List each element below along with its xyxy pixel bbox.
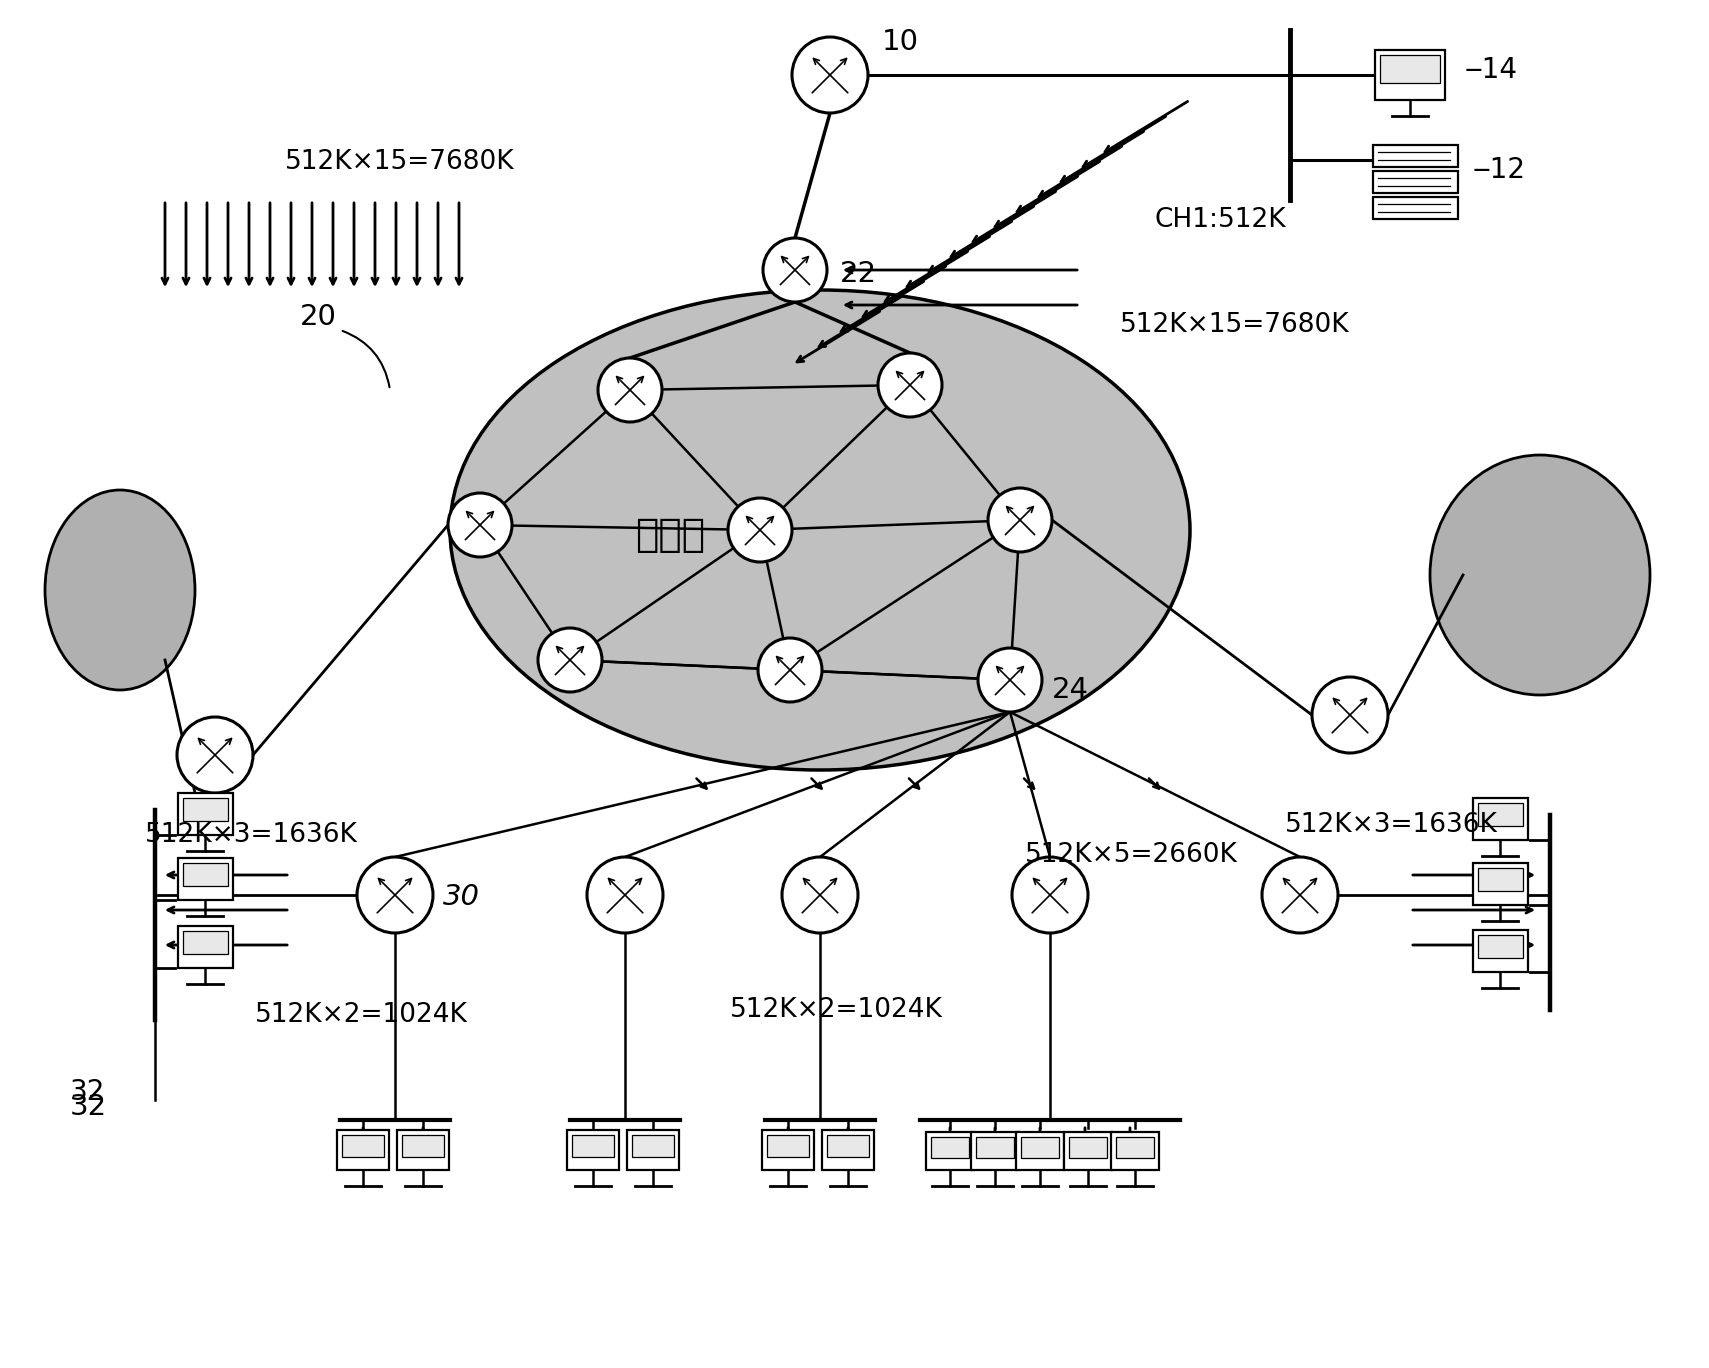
Text: 22: 22 [841, 260, 877, 289]
Bar [337, 1130, 390, 1170]
Bar [767, 1135, 808, 1157]
Text: 20: 20 [301, 302, 337, 331]
Bar [342, 1135, 385, 1157]
Bar [402, 1135, 444, 1157]
Bar [1478, 869, 1523, 891]
Text: ‒12: ‒12 [1473, 156, 1526, 185]
Bar [1111, 1131, 1159, 1170]
Bar [1473, 863, 1528, 906]
Circle shape [791, 37, 868, 114]
Bar [178, 926, 232, 969]
Text: 512K×3=1636K: 512K×3=1636K [1285, 813, 1497, 839]
Text: 512K×15=7680K: 512K×15=7680K [1119, 312, 1350, 338]
Circle shape [1012, 856, 1089, 933]
Bar [822, 1130, 873, 1170]
Circle shape [762, 238, 827, 302]
Bar [931, 1137, 969, 1157]
Bar [1478, 934, 1523, 958]
Bar [573, 1135, 614, 1157]
Bar [1473, 798, 1528, 840]
Bar [827, 1135, 868, 1157]
Text: 32: 32 [70, 1078, 106, 1105]
Text: 24: 24 [1053, 676, 1089, 705]
Circle shape [586, 856, 663, 933]
Ellipse shape [1430, 456, 1649, 695]
Bar [926, 1131, 974, 1170]
Text: 512K×15=7680K: 512K×15=7680K [285, 149, 514, 175]
Bar [762, 1130, 813, 1170]
Bar [1116, 1137, 1154, 1157]
Ellipse shape [44, 490, 195, 689]
Text: 512K×5=2660K: 512K×5=2660K [1025, 841, 1237, 869]
Bar [1070, 1137, 1107, 1157]
Circle shape [357, 856, 432, 933]
Bar [1020, 1137, 1060, 1157]
Bar [178, 858, 232, 900]
Bar [178, 793, 232, 834]
Bar [1372, 171, 1458, 193]
Bar [627, 1130, 678, 1170]
Bar [183, 863, 227, 886]
Circle shape [988, 488, 1053, 553]
Circle shape [759, 637, 822, 702]
Circle shape [878, 353, 942, 417]
Bar [183, 932, 227, 953]
Circle shape [978, 648, 1042, 711]
Ellipse shape [449, 290, 1189, 770]
Bar [1473, 930, 1528, 973]
Circle shape [538, 628, 602, 692]
Circle shape [448, 492, 513, 557]
Circle shape [178, 717, 253, 793]
Bar [976, 1137, 1013, 1157]
Text: 512K×2=1024K: 512K×2=1024K [255, 1001, 468, 1027]
Circle shape [783, 856, 858, 933]
Bar [1478, 803, 1523, 826]
Bar [1372, 145, 1458, 167]
Bar [1372, 197, 1458, 219]
Text: 32: 32 [70, 1093, 108, 1120]
Bar [632, 1135, 673, 1157]
Bar [971, 1131, 1019, 1170]
Circle shape [1261, 856, 1338, 933]
Text: 30: 30 [443, 882, 480, 911]
Bar [1376, 51, 1446, 100]
Text: CH1:512K: CH1:512K [1155, 207, 1287, 233]
Bar [183, 798, 227, 821]
Bar [1379, 55, 1441, 82]
Bar [396, 1130, 449, 1170]
Circle shape [728, 498, 791, 562]
Text: 主干网: 主干网 [636, 516, 706, 554]
Bar [1015, 1131, 1065, 1170]
Text: 10: 10 [882, 27, 919, 56]
Text: ‒14: ‒14 [1465, 56, 1518, 83]
Circle shape [598, 358, 661, 421]
Text: 512K×2=1024K: 512K×2=1024K [730, 997, 943, 1023]
Circle shape [1313, 677, 1388, 752]
Bar [567, 1130, 619, 1170]
Bar [1065, 1131, 1113, 1170]
Text: 512K×3=1636K: 512K×3=1636K [145, 822, 357, 848]
